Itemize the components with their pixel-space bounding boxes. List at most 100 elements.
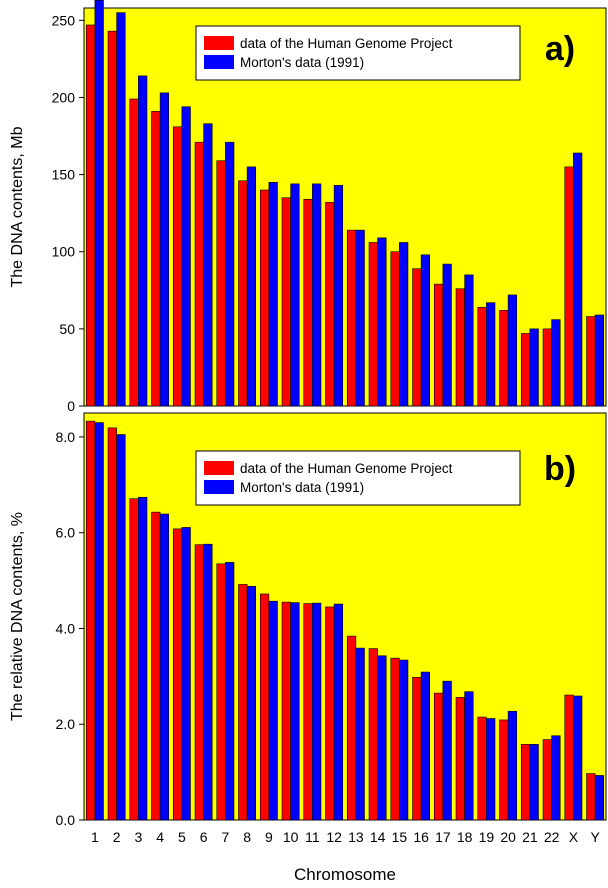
- x-tick-label: 18: [457, 829, 473, 845]
- bar-hgp-chr-22: [542, 739, 552, 821]
- legend-box: [195, 25, 521, 81]
- bar-morton-chr-6: [203, 123, 213, 407]
- bar-morton-chr-17: [442, 263, 452, 407]
- bar-hgp-chr-X: [564, 694, 574, 821]
- bar-hgp-chr-8: [238, 584, 248, 821]
- bar-hgp-chr-Y: [586, 316, 596, 407]
- bar-morton-chr-11: [312, 183, 322, 407]
- bar-morton-chr-22: [551, 319, 561, 407]
- bar-morton-chr-16: [420, 254, 431, 407]
- bar-hgp-chr-1: [85, 24, 96, 407]
- x-tick-label: 6: [200, 829, 208, 845]
- bar-morton-chr-7: [225, 141, 235, 407]
- bar-morton-chr-13: [355, 647, 365, 821]
- y-axis-label: The relative DNA contents, %: [9, 512, 26, 721]
- bar-morton-chr-18: [464, 691, 474, 821]
- legend-entry: data of the Human Genome Project: [240, 461, 453, 476]
- bar-morton-chr-22: [551, 735, 561, 821]
- bar-morton-chr-9: [268, 600, 278, 821]
- x-tick-label: 16: [413, 829, 429, 845]
- x-tick-label: 19: [479, 829, 495, 845]
- y-tick-label: 0: [67, 398, 75, 414]
- bar-hgp-chr-15: [390, 657, 400, 821]
- bar-morton-chr-21: [529, 744, 539, 821]
- bar-morton-chr-Y: [594, 314, 605, 407]
- x-tick-label: 20: [500, 829, 516, 845]
- y-tick-label: 8.0: [56, 429, 76, 445]
- legend-swatch: [204, 36, 234, 50]
- bar-morton-chr-15: [399, 242, 409, 407]
- x-tick-label: 4: [156, 829, 164, 845]
- bar-hgp-chr-12: [325, 202, 335, 407]
- legend-box: [195, 450, 521, 506]
- y-tick-label: 0.0: [56, 812, 76, 828]
- bar-hgp-chr-16: [412, 268, 422, 407]
- bar-morton-chr-5: [181, 527, 191, 821]
- x-tick-label: 10: [283, 829, 299, 845]
- bar-morton-chr-1: [94, 422, 104, 821]
- bar-morton-chr-Y: [594, 775, 605, 821]
- bar-hgp-chr-17: [433, 692, 444, 821]
- bar-morton-chr-20: [507, 711, 518, 821]
- bar-morton-chr-8: [246, 166, 257, 407]
- y-tick-label: 250: [52, 12, 76, 28]
- bar-morton-chr-19: [486, 718, 496, 821]
- legend-entry: data of the Human Genome Project: [240, 36, 453, 51]
- bar-morton-chr-5: [181, 106, 191, 407]
- x-tick-label: 11: [305, 829, 320, 845]
- bar-hgp-chr-21: [520, 744, 531, 821]
- bar-morton-chr-X: [573, 152, 583, 407]
- x-tick-label: 1: [91, 829, 99, 845]
- bar-hgp-chr-5: [172, 126, 183, 407]
- bar-morton-chr-20: [507, 294, 518, 407]
- bar-morton-chr-12: [333, 185, 344, 407]
- bar-morton-chr-3: [138, 75, 148, 407]
- panel-label: a): [545, 30, 575, 68]
- bar-hgp-chr-3: [129, 98, 139, 407]
- x-tick-label: 7: [221, 829, 229, 845]
- x-tick-label: 17: [435, 829, 451, 845]
- bar-hgp-chr-10: [281, 197, 291, 407]
- bar-morton-chr-8: [246, 586, 257, 821]
- x-tick-label: 9: [265, 829, 273, 845]
- bar-hgp-chr-13: [346, 635, 357, 821]
- bar-hgp-chr-2: [107, 427, 117, 821]
- x-tick-label: X: [569, 829, 579, 845]
- bar-hgp-chr-4: [151, 111, 161, 407]
- bar-hgp-chr-9: [259, 189, 270, 407]
- bar-hgp-chr-13: [346, 229, 357, 407]
- bar-hgp-chr-19: [477, 716, 487, 821]
- bar-morton-chr-4: [159, 92, 170, 407]
- bar-morton-chr-4: [159, 513, 170, 821]
- bar-morton-chr-10: [290, 602, 300, 821]
- bar-morton-chr-15: [399, 659, 409, 821]
- legend-swatch: [204, 461, 234, 475]
- bar-morton-chr-14: [377, 655, 387, 821]
- panel-label: b): [544, 450, 576, 488]
- x-tick-label: 13: [348, 829, 364, 845]
- bar-morton-chr-11: [312, 602, 322, 821]
- bar-hgp-chr-14: [368, 648, 378, 821]
- x-tick-label: 15: [392, 829, 408, 845]
- y-tick-label: 50: [59, 321, 75, 337]
- x-axis-label: Chromosome: [294, 865, 396, 884]
- y-axis-label: The DNA contents, Mb: [9, 126, 26, 287]
- bar-morton-chr-18: [464, 274, 474, 407]
- bar-hgp-chr-2: [107, 30, 117, 407]
- bar-hgp-chr-1: [85, 420, 96, 821]
- bar-morton-chr-3: [138, 496, 148, 821]
- legend-swatch: [204, 480, 234, 494]
- bar-hgp-chr-18: [455, 697, 465, 821]
- bar-hgp-chr-12: [325, 606, 335, 821]
- bar-hgp-chr-15: [390, 251, 400, 407]
- bar-morton-chr-7: [225, 562, 235, 821]
- x-tick-label: 12: [326, 829, 342, 845]
- bar-morton-chr-16: [420, 671, 431, 821]
- bar-hgp-chr-21: [520, 333, 531, 407]
- x-tick-label: 3: [134, 829, 142, 845]
- bar-hgp-chr-16: [412, 677, 422, 821]
- bar-hgp-chr-6: [194, 544, 204, 821]
- legend-entry: Morton's data (1991): [240, 480, 364, 495]
- bar-hgp-chr-X: [564, 166, 574, 407]
